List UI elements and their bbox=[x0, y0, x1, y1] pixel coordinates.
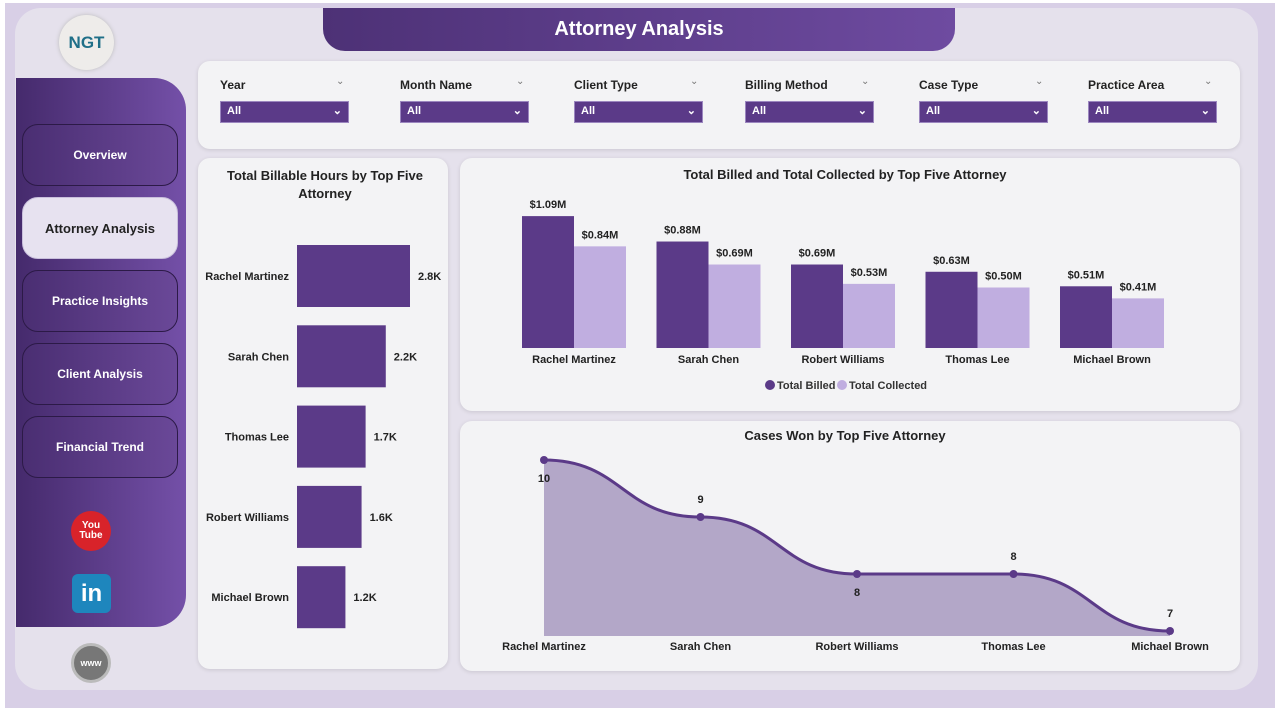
filter-dropdown[interactable]: All ⌄ bbox=[745, 101, 874, 123]
filter-dropdown[interactable]: All ⌄ bbox=[1088, 101, 1217, 123]
chevron-down-icon[interactable]: ⌄ bbox=[336, 76, 345, 87]
page-title: Attorney Analysis bbox=[323, 8, 955, 51]
filter-label: Month Name bbox=[400, 78, 472, 92]
filter-dropdown[interactable]: All ⌄ bbox=[919, 101, 1048, 123]
filter-label: Billing Method bbox=[745, 78, 828, 92]
nav-overview[interactable]: Overview bbox=[22, 124, 178, 186]
nav-financial-trend[interactable]: Financial Trend bbox=[22, 416, 178, 478]
dropdown-value: All bbox=[926, 105, 941, 117]
chevron-down-icon: ⌄ bbox=[1200, 105, 1210, 117]
chevron-down-icon[interactable]: ⌄ bbox=[516, 76, 525, 87]
nav-attorney-analysis[interactable]: Attorney Analysis bbox=[22, 197, 178, 259]
dropdown-value: All bbox=[752, 105, 767, 117]
billable-hours-card bbox=[198, 158, 448, 669]
filter-dropdown[interactable]: All ⌄ bbox=[220, 101, 349, 123]
filter-panel bbox=[198, 61, 1240, 149]
filter-label: Practice Area bbox=[1088, 78, 1165, 92]
filter-label: Client Type bbox=[574, 78, 638, 92]
billed-collected-card bbox=[460, 158, 1240, 411]
chevron-down-icon[interactable]: ⌄ bbox=[1204, 76, 1213, 87]
filter-label: Year bbox=[220, 78, 246, 92]
chevron-down-icon: ⌄ bbox=[686, 105, 696, 117]
nav-practice-insights[interactable]: Practice Insights bbox=[22, 270, 178, 332]
chevron-down-icon: ⌄ bbox=[1031, 105, 1041, 117]
dropdown-value: All bbox=[407, 105, 422, 117]
dropdown-value: All bbox=[1095, 105, 1110, 117]
linkedin-icon[interactable]: in bbox=[72, 574, 111, 613]
chevron-down-icon: ⌄ bbox=[332, 105, 342, 117]
chevron-down-icon: ⌄ bbox=[857, 105, 867, 117]
billable-hours-title: Total Billable Hours by Top Five Attorne… bbox=[227, 168, 423, 201]
nav-client-analysis[interactable]: Client Analysis bbox=[22, 343, 178, 405]
cases-won-card bbox=[460, 421, 1240, 671]
billed-collected-title: Total Billed and Total Collected by Top … bbox=[683, 167, 1007, 182]
dropdown-value: All bbox=[227, 105, 242, 117]
filter-dropdown[interactable]: All ⌄ bbox=[400, 101, 529, 123]
chevron-down-icon[interactable]: ⌄ bbox=[690, 76, 699, 87]
chevron-down-icon[interactable]: ⌄ bbox=[861, 76, 870, 87]
ngt-logo: NGT bbox=[59, 15, 114, 70]
chevron-down-icon[interactable]: ⌄ bbox=[1035, 76, 1044, 87]
filter-label: Case Type bbox=[919, 78, 979, 92]
cases-won-title: Cases Won by Top Five Attorney bbox=[744, 428, 946, 443]
filter-dropdown[interactable]: All ⌄ bbox=[574, 101, 703, 123]
youtube-icon[interactable]: You Tube bbox=[71, 511, 111, 551]
globe-www-icon[interactable]: www bbox=[71, 643, 111, 683]
chevron-down-icon: ⌄ bbox=[512, 105, 522, 117]
dropdown-value: All bbox=[581, 105, 596, 117]
